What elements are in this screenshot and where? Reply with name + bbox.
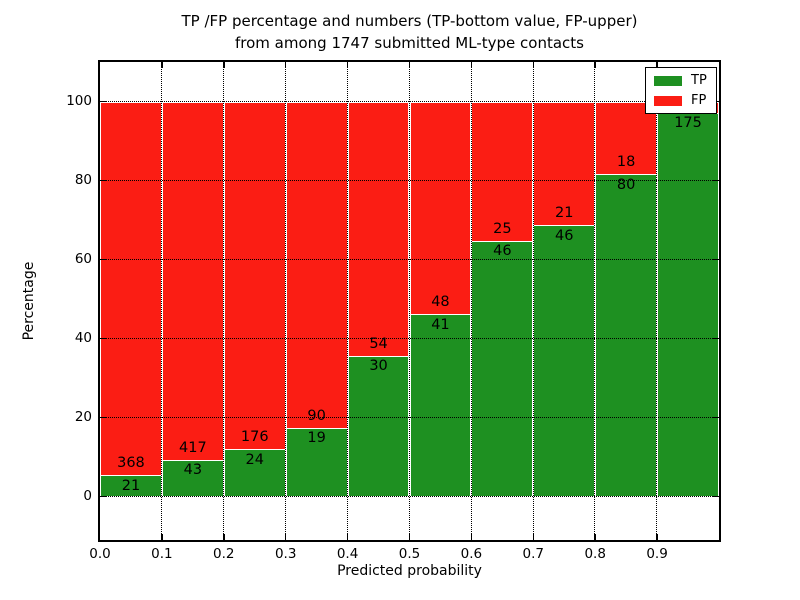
x-tick-label: 0.2 <box>213 546 235 562</box>
bar-tp-segment <box>161 459 224 497</box>
x-tick-mark <box>161 62 163 68</box>
y-tick-mark <box>100 258 106 261</box>
tp-count-label: 46 <box>555 227 574 244</box>
y-tick-label: 40 <box>74 329 92 346</box>
x-tick-mark <box>594 534 596 540</box>
y-tick-label: 100 <box>66 92 92 109</box>
legend: TP FP <box>645 67 717 114</box>
x-tick-label: 0.7 <box>522 546 545 562</box>
bar-fp-segment <box>409 101 472 315</box>
fp-count-label: 90 <box>307 407 326 424</box>
x-tick-mark <box>223 534 225 540</box>
fp-count-label: 368 <box>117 455 145 472</box>
chart-title-line1: TP /FP percentage and numbers (TP-bottom… <box>181 12 638 30</box>
tp-count-label: 21 <box>121 477 141 494</box>
bar-tp-segment <box>595 174 658 497</box>
y-tick-mark <box>713 258 719 261</box>
legend-entry-tp: TP <box>654 72 707 89</box>
x-tick-mark <box>656 534 658 540</box>
x-tick-label: 0.0 <box>89 546 111 562</box>
fp-legend-label: FP <box>691 93 707 108</box>
x-tick-mark <box>408 62 411 68</box>
plot-area: 368 21 417 43 176 24 90 19 54 30 48 41 25 46 21 46 18 80 1… <box>98 60 721 542</box>
bar-tp-segment <box>409 314 472 497</box>
x-tick-label: 0.3 <box>274 546 297 562</box>
bar-tp-segment <box>533 225 596 497</box>
tp-count-label: 80 <box>616 176 636 193</box>
x-tick-label: 0.6 <box>460 546 483 562</box>
x-tick-mark <box>532 534 535 540</box>
x-tick-mark <box>346 62 349 68</box>
y-tick-label: 60 <box>74 250 92 267</box>
bar-fp-segment <box>223 101 286 450</box>
x-tick-label: 0.1 <box>151 546 173 562</box>
bar-fp-segment <box>347 101 410 356</box>
bar-tp-segment <box>657 112 719 497</box>
y-tick-mark <box>100 179 106 182</box>
legend-entry-fp: FP <box>654 92 707 109</box>
tp-count-label: 41 <box>431 316 450 333</box>
fp-count-label: 54 <box>369 335 388 352</box>
y-tick-mark <box>100 337 106 340</box>
y-tick-mark <box>713 179 719 182</box>
bar-fp-segment <box>100 101 162 476</box>
x-tick-mark <box>470 534 473 540</box>
tp-legend-swatch <box>654 75 682 86</box>
tp-count-label: 30 <box>369 358 388 375</box>
fp-count-label: 18 <box>616 154 636 171</box>
x-tick-label: 0.4 <box>336 546 359 562</box>
y-tick-mark <box>713 337 719 340</box>
tp-count-label: 43 <box>183 462 203 479</box>
fp-count-label: 21 <box>555 205 574 222</box>
y-tick-mark <box>713 495 719 498</box>
x-tick-mark <box>161 534 163 540</box>
tp-count-label: 175 <box>674 115 702 132</box>
x-axis-label: Predicted probability <box>337 563 482 579</box>
bar-tp-segment <box>285 427 348 497</box>
y-tick-mark <box>100 416 106 419</box>
fp-count-label: 48 <box>431 294 450 311</box>
x-tick-label: 0.9 <box>646 546 668 562</box>
fp-legend-swatch <box>654 95 682 106</box>
bar-tp-segment <box>347 355 410 497</box>
tp-count-label: 19 <box>307 430 326 447</box>
y-tick-label: 20 <box>74 408 92 425</box>
x-tick-mark <box>284 534 287 540</box>
y-tick-label: 80 <box>74 171 92 188</box>
tp-count-label: 46 <box>493 243 512 260</box>
tp-legend-label: TP <box>691 73 707 88</box>
y-tick-label: 0 <box>83 487 92 504</box>
y-tick-mark <box>100 495 106 498</box>
y-tick-mark <box>100 100 106 103</box>
x-tick-mark <box>594 62 596 68</box>
y-tick-mark <box>713 416 719 419</box>
x-tick-label: 0.5 <box>398 546 421 562</box>
x-tick-mark <box>408 534 411 540</box>
chart-title: TP /FP percentage and numbers (TP-bottom… <box>100 10 719 54</box>
bar-fp-segment <box>285 101 348 428</box>
bar-fp-segment <box>161 101 224 460</box>
fp-count-label: 25 <box>493 220 512 237</box>
fp-count-label: 176 <box>240 429 269 446</box>
bar-fp-segment <box>533 101 596 226</box>
tp-count-label: 24 <box>245 451 264 468</box>
chart-title-line2: from among 1747 submitted ML-type contac… <box>235 34 584 52</box>
y-axis-label: Percentage <box>21 261 37 341</box>
x-tick-mark <box>470 62 473 68</box>
x-tick-label: 0.8 <box>584 546 606 562</box>
bar-tp-segment <box>471 240 534 497</box>
fp-count-label: 417 <box>179 439 207 456</box>
x-tick-mark <box>532 62 535 68</box>
x-tick-mark <box>346 534 349 540</box>
x-tick-mark <box>223 62 225 68</box>
x-tick-mark <box>284 62 287 68</box>
